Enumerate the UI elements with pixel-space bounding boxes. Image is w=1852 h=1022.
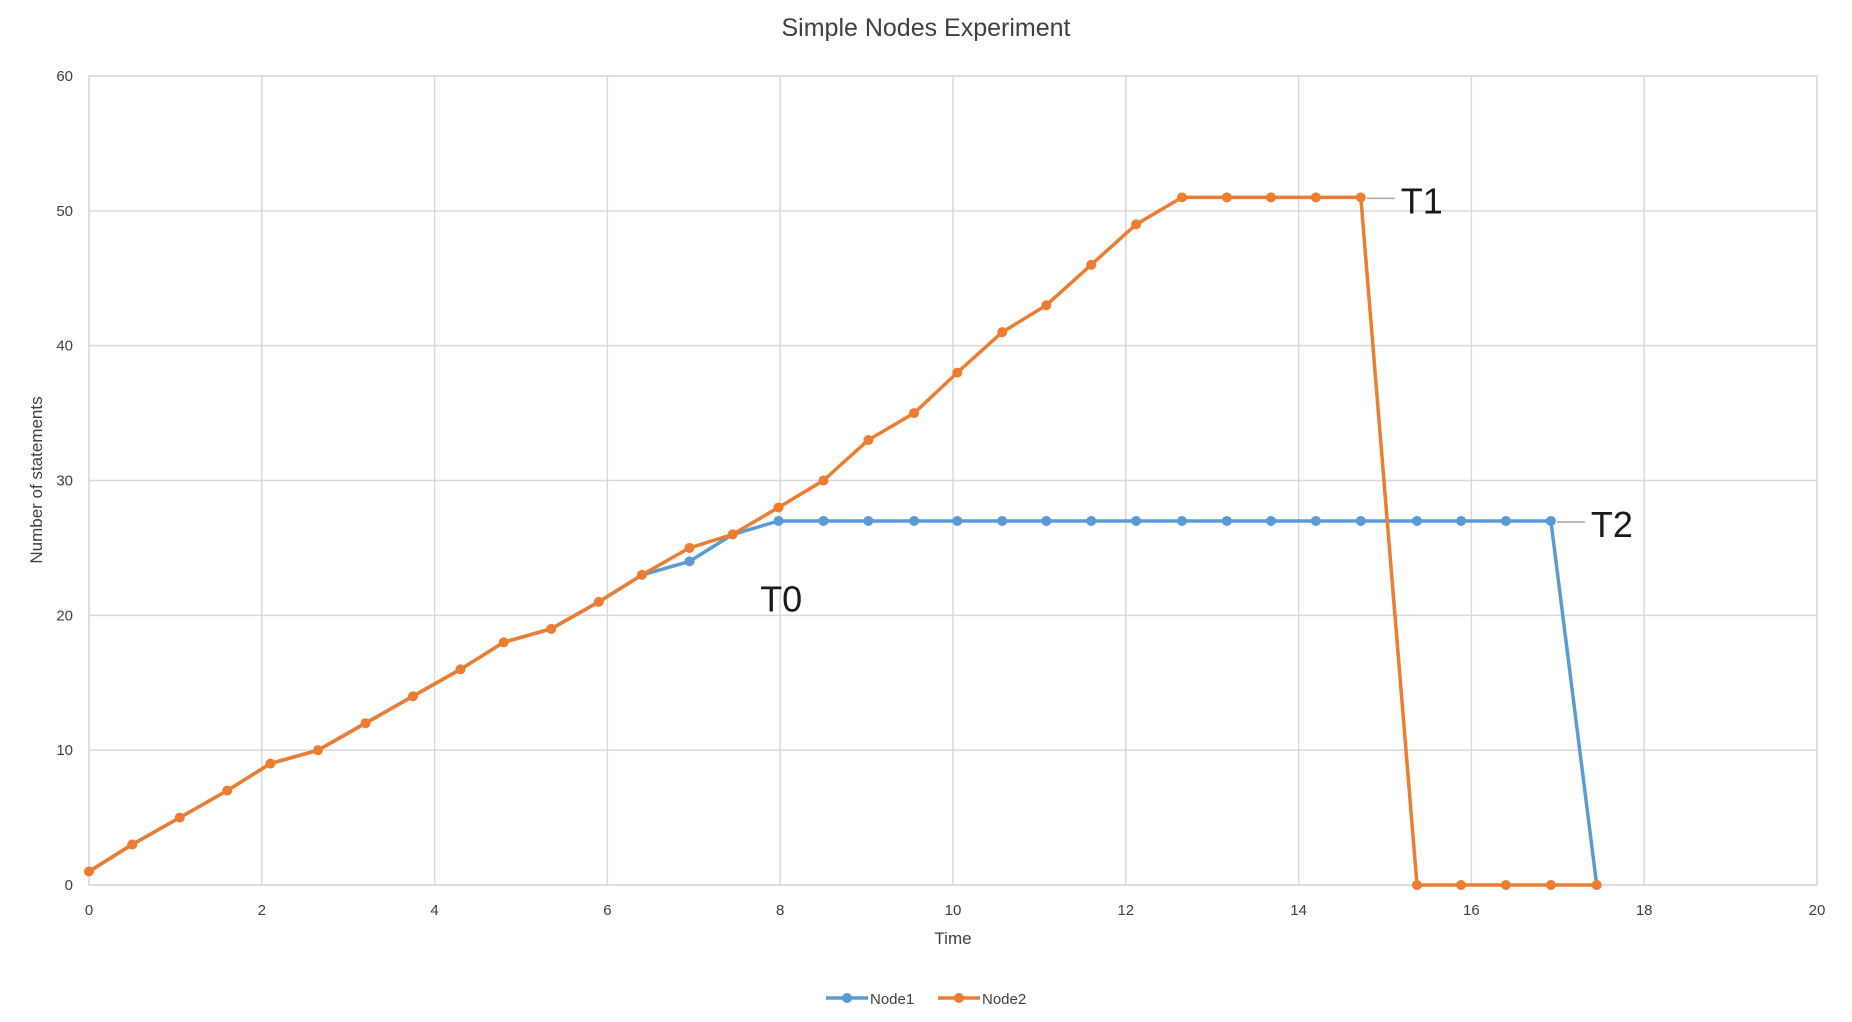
y-tick-label: 60 (56, 68, 73, 85)
grid (88, 75, 1818, 886)
data-point-node2 (1310, 192, 1321, 203)
data-point-node2 (312, 745, 323, 756)
data-point-node2 (1131, 219, 1142, 230)
annotation-t2: T2 (1591, 504, 1633, 545)
data-point-node2 (360, 718, 371, 729)
y-tick-label: 50 (56, 203, 73, 220)
legend-item-node1: Node1 (826, 991, 914, 1008)
x-axis-label: Time (934, 929, 971, 948)
data-point-node2 (1591, 880, 1602, 890)
data-point-node1 (863, 515, 874, 526)
data-point-node2 (1355, 192, 1366, 203)
legend-label: Node1 (870, 991, 914, 1008)
data-point-node1 (1221, 515, 1232, 526)
data-point-node2 (1500, 880, 1511, 890)
data-point-node2 (408, 691, 418, 702)
data-point-node2 (1041, 300, 1052, 311)
data-point-node2 (773, 502, 784, 513)
x-tick-label: 18 (1636, 902, 1653, 919)
data-point-node2 (1086, 259, 1097, 270)
x-tick-label: 0 (85, 902, 93, 919)
y-tick-label: 30 (56, 473, 73, 490)
y-tick-label: 40 (56, 338, 73, 355)
series-group (84, 192, 1602, 890)
data-point-node2 (1456, 880, 1467, 890)
data-point-node1 (1131, 515, 1142, 526)
y-tick-label: 0 (65, 877, 73, 894)
data-point-node1 (1355, 515, 1366, 526)
data-point-node1 (1411, 515, 1422, 526)
x-tick-label: 8 (776, 902, 784, 919)
data-point-node2 (498, 637, 509, 648)
y-axis-ticks: 0 10 20 30 40 50 60 (56, 68, 73, 894)
data-point-node2 (222, 785, 233, 796)
legend-item-node2: Node2 (938, 991, 1026, 1008)
legend: Node1 Node2 (826, 991, 1026, 1008)
data-point-node2 (174, 812, 185, 823)
y-tick-label: 10 (56, 742, 73, 759)
data-point-node2 (546, 623, 557, 634)
chart-title: Simple Nodes Experiment (781, 14, 1070, 42)
data-point-node2 (818, 475, 829, 486)
data-point-node1 (1086, 515, 1097, 526)
data-point-node2 (909, 408, 920, 419)
legend-swatch-marker (954, 993, 964, 1003)
x-tick-label: 6 (603, 902, 611, 919)
data-point-node1 (952, 515, 963, 526)
x-axis-ticks: 0 2 4 6 8 10 12 14 16 18 20 (85, 902, 1826, 919)
x-tick-label: 20 (1809, 902, 1826, 919)
data-point-node1 (1545, 515, 1556, 526)
data-point-node2 (593, 596, 604, 607)
data-point-node2 (265, 758, 276, 769)
data-point-node2 (84, 866, 94, 877)
data-point-node2 (455, 664, 466, 675)
annotations: T0 T1 T2 (760, 180, 1633, 619)
data-point-node2 (1545, 880, 1556, 890)
data-point-node1 (997, 515, 1008, 526)
data-point-node1 (1176, 515, 1187, 526)
x-tick-label: 14 (1290, 902, 1307, 919)
annotation-t1: T1 (1401, 180, 1443, 221)
series-node1 (88, 515, 1602, 890)
data-point-node2 (127, 839, 138, 850)
y-tick-label: 20 (56, 607, 73, 624)
y-axis-label: Number of statements (27, 396, 46, 563)
data-point-node1 (1456, 515, 1467, 526)
legend-label: Node2 (982, 991, 1026, 1008)
data-point-node1 (1265, 515, 1276, 526)
x-tick-label: 16 (1463, 902, 1480, 919)
data-point-node2 (1265, 192, 1276, 203)
series-node2 (84, 192, 1602, 890)
data-point-node1 (909, 515, 920, 526)
data-point-node2 (727, 529, 738, 540)
data-point-node2 (636, 569, 647, 580)
data-point-node1 (818, 515, 829, 526)
annotation-t0: T0 (760, 578, 802, 619)
series-line-node1 (88, 519, 1599, 886)
plot-area (88, 75, 1818, 886)
x-tick-label: 2 (258, 902, 266, 919)
data-point-node2 (863, 435, 874, 446)
data-point-node2 (1221, 192, 1232, 203)
data-point-node1 (1500, 515, 1511, 526)
data-point-node1 (773, 515, 784, 526)
data-point-node1 (1041, 515, 1052, 526)
x-tick-label: 4 (430, 902, 438, 919)
data-point-node1 (1310, 515, 1321, 526)
data-point-node1 (684, 556, 695, 567)
data-point-node2 (684, 542, 695, 553)
legend-swatch-marker (842, 993, 852, 1003)
data-point-node2 (1176, 192, 1187, 203)
data-point-node2 (1411, 880, 1422, 890)
data-point-node2 (952, 367, 963, 378)
data-point-node2 (997, 327, 1008, 338)
x-tick-label: 12 (1117, 902, 1134, 919)
series-line-node2 (88, 195, 1597, 887)
x-tick-label: 10 (945, 902, 962, 919)
